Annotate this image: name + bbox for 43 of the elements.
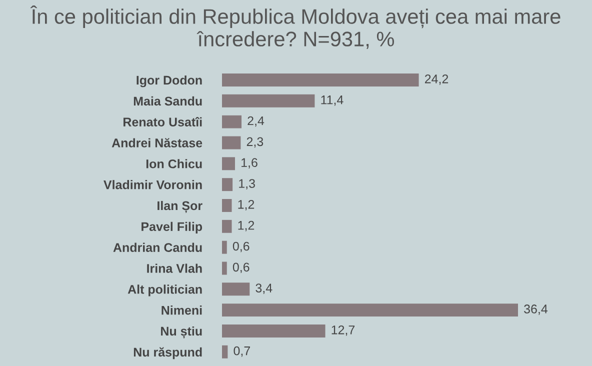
bar xyxy=(222,345,228,358)
bar xyxy=(222,220,232,233)
bar xyxy=(222,94,315,108)
bar xyxy=(222,324,326,338)
bar xyxy=(222,74,419,86)
data-label: 24,2 xyxy=(424,74,448,85)
data-label: 0,6 xyxy=(232,242,250,252)
data-label: 1,2 xyxy=(238,220,254,232)
data-label: 1,2 xyxy=(238,200,254,210)
y-tick-label: Ion Chicu xyxy=(146,159,202,168)
bar xyxy=(222,199,232,212)
bar xyxy=(222,136,241,150)
bar xyxy=(222,157,236,170)
data-label: 3,4 xyxy=(256,284,272,294)
y-tick-label: Pavel Filip xyxy=(142,222,202,234)
y-tick-label: Vladimir Voronin xyxy=(104,180,202,190)
data-label: 2,3 xyxy=(246,137,264,148)
data-label: 1,3 xyxy=(239,179,255,190)
data-label: 11,4 xyxy=(321,96,344,106)
data-label: 1,6 xyxy=(242,158,258,168)
y-tick-label: Nimeni xyxy=(162,306,202,315)
data-label: 2,4 xyxy=(248,116,264,127)
data-label: 36,4 xyxy=(524,304,548,315)
data-label: 12,7 xyxy=(332,325,355,336)
y-tick-label: Renato Usatîi xyxy=(124,117,202,126)
y-tick-label: Andrian Candu xyxy=(113,242,202,252)
y-tick-label: Alt politician xyxy=(128,284,202,296)
data-label: 0,7 xyxy=(234,346,250,357)
chart-title: În ce politician din Republica Moldova aveți cea mai mare încredere? N=931, % xyxy=(30,5,560,49)
bar xyxy=(222,240,227,254)
bar xyxy=(222,178,233,192)
y-tick-label: Irina Vlah xyxy=(147,264,202,273)
y-tick-label: Ilan Șor xyxy=(158,200,202,213)
bar xyxy=(222,115,242,128)
y-tick-label: Nu răspund xyxy=(134,347,202,360)
y-tick-label: Igor Dodon xyxy=(136,75,202,88)
y-tick-label: Nu știu xyxy=(161,326,202,338)
y-tick-label: Maia Sandu xyxy=(134,96,202,106)
bar xyxy=(222,262,227,275)
data-label: 0,6 xyxy=(232,262,250,274)
bar xyxy=(222,304,518,317)
y-tick-label: Andrei Năstase xyxy=(112,138,202,148)
bar xyxy=(222,282,250,296)
